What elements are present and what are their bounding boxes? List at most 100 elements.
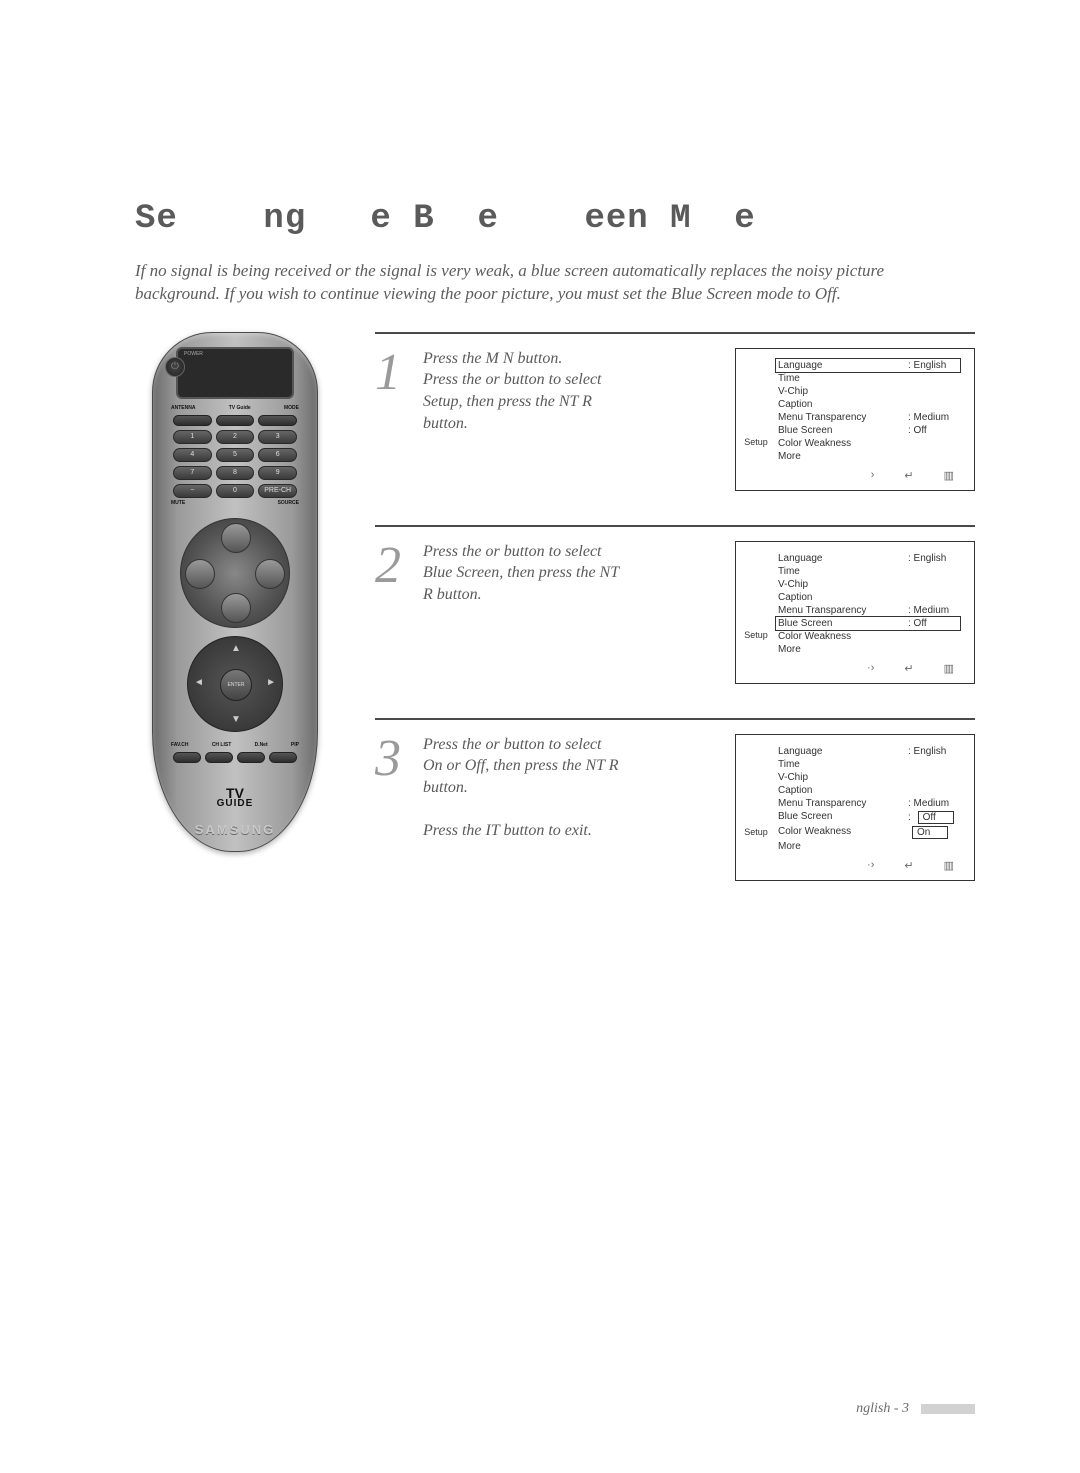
osd-foot-icon: ▥ [944,859,954,872]
osd-row: Language: English [775,358,961,373]
osd-row-value [908,451,958,462]
osd-row: More [776,450,960,463]
osd-row: Blue Screen: Off [776,424,960,437]
num-PRE-CH[interactable]: PRE-CH [258,484,297,498]
favch-button[interactable] [173,752,201,763]
page-footer: nglish - 3 [856,1401,975,1417]
osd-row: Menu Transparency: Medium [776,797,960,810]
label-favch: FAV.CH [171,742,189,748]
tvguide-button[interactable] [216,415,255,426]
antenna-button[interactable] [173,415,212,426]
osd-row: Language: English [776,745,960,758]
osd-row-value [908,759,958,770]
mode-button[interactable] [258,415,297,426]
osd-row-label: V-Chip [778,579,908,590]
remote-column: ⏻ ANTENNA TV Guide MODE 123456789−0PRE-C… [135,332,335,915]
osd-row-label: Menu Transparency [778,605,908,616]
osd-menu-list: Language: EnglishTimeV-ChipCaptionMenu T… [776,542,974,658]
osd-foot-icon: › [871,469,875,482]
remote-pill-row-2 [165,752,305,763]
num-0[interactable]: 0 [216,484,255,498]
osd-side-label: Setup [736,542,776,658]
num-1[interactable]: 1 [173,430,212,444]
step-text: Press the or button to select Blue Scree… [423,541,619,684]
tvguide-logo: TV GUIDE [165,787,305,809]
osd-row-value: : English [908,553,958,564]
osd-row: Time [776,758,960,771]
osd-row-value: On [908,826,958,839]
osd-menu-list: Language: EnglishTimeV-ChipCaptionMenu T… [776,735,974,855]
num-7[interactable]: 7 [173,466,212,480]
dpad-up[interactable]: ▲ [231,643,241,654]
mute-button[interactable] [185,559,215,589]
footer-bar [921,1404,975,1414]
osd-row: Blue Screen: Off [775,616,961,631]
num-4[interactable]: 4 [173,448,212,462]
enter-button[interactable]: ENTER [220,669,252,701]
page-number: nglish - 3 [856,1401,909,1417]
osd-row: More [776,840,960,853]
source-button[interactable] [255,559,285,589]
step-text: Press the M N button.Press the or button… [423,348,619,491]
osd-row-value: : Off [908,618,958,629]
osd-row-label: Color Weakness [778,438,908,449]
step-number: 2 [375,545,411,684]
num-2[interactable]: 2 [216,430,255,444]
osd-side-label: Setup [736,349,776,465]
osd-row-label: V-Chip [778,772,908,783]
osd-row: Color Weakness [776,630,960,643]
num-9[interactable]: 9 [258,466,297,480]
osd-row-label: Color Weakness [778,826,908,839]
osd-row-label: Language [778,360,908,371]
step-3: 3Press the or button to select On or Off… [375,718,975,901]
osd-row: Menu Transparency: Medium [776,604,960,617]
osd-row-value: : English [908,360,958,371]
osd-row-label: Blue Screen [778,618,908,629]
osd-row-label: Language [778,746,908,757]
pip-button[interactable] [269,752,297,763]
osd-row-value [908,772,958,783]
osd-row: V-Chip [776,578,960,591]
remote-label-row-4: FAV.CH CH LIST D.Net PIP [165,742,305,748]
osd-row-value: : Off [908,425,958,436]
label-mute: MUTE [171,500,185,506]
step-2: 2Press the or button to select Blue Scre… [375,525,975,704]
dpad-right[interactable]: ► [266,677,276,688]
osd-row-label: V-Chip [778,386,908,397]
osd-row: V-Chip [776,771,960,784]
channel-up[interactable] [221,523,251,553]
remote-pill-row-1 [165,415,305,426]
remote-label-row-2: MUTE SOURCE [165,500,305,506]
vol-ch-ring [180,518,290,628]
osd-screenshot: SetupLanguage: EnglishTimeV-ChipCaptionM… [735,541,975,684]
label-chlist: CH LIST [212,742,231,748]
osd-row-label: Blue Screen [778,811,908,824]
dpad-left[interactable]: ◄ [194,677,204,688]
osd-row-label: Caption [778,785,908,796]
number-pad: 123 456 789 −0PRE-CH [165,430,305,498]
osd-row-value [908,399,958,410]
osd-row-label: Menu Transparency [778,798,908,809]
num-−[interactable]: − [173,484,212,498]
tvguide-bottom: GUIDE [165,799,305,808]
power-button[interactable]: ⏻ [165,357,185,377]
osd-row-value [908,785,958,796]
osd-foot-icon: ·› [867,662,874,675]
osd-row-value [908,579,958,590]
osd-row-label: More [778,841,908,852]
channel-down[interactable] [221,593,251,623]
dnet-button[interactable] [237,752,265,763]
num-6[interactable]: 6 [258,448,297,462]
osd-footer: ›↵▥ [736,465,974,482]
dpad-down[interactable]: ▼ [231,714,241,725]
osd-row-value [908,592,958,603]
brand-label: SAMSUNG [165,822,305,837]
chlist-button[interactable] [205,752,233,763]
osd-row: More [776,643,960,656]
num-3[interactable]: 3 [258,430,297,444]
osd-row: Language: English [776,552,960,565]
num-8[interactable]: 8 [216,466,255,480]
num-5[interactable]: 5 [216,448,255,462]
osd-value-box: Off [918,811,954,824]
osd-footer: ·›↵▥ [736,855,974,872]
